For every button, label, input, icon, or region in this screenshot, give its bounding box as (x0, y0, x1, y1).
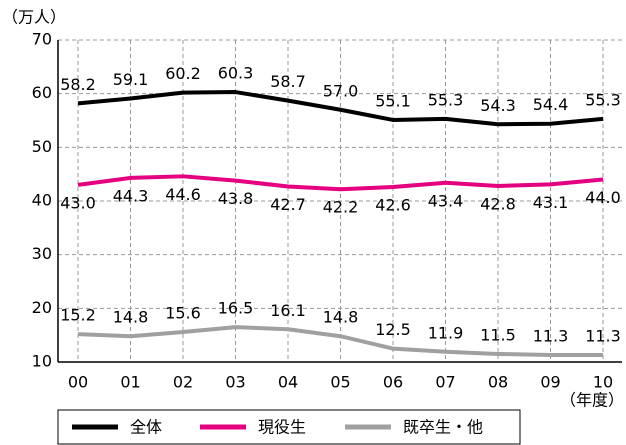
data-label: 14.8 (323, 308, 359, 327)
data-label: 11.5 (480, 325, 516, 344)
data-label: 43.8 (218, 189, 254, 208)
data-label: 42.7 (270, 195, 306, 214)
y-tick-label: 70 (32, 30, 52, 49)
y-tick-label: 30 (32, 244, 52, 263)
data-label: 55.1 (375, 91, 411, 110)
data-label: 16.5 (218, 299, 254, 318)
data-label: 44.6 (165, 185, 201, 204)
data-label: 60.2 (165, 64, 201, 83)
data-label: 57.0 (323, 81, 359, 100)
data-label: 11.3 (585, 327, 621, 346)
data-label: 12.5 (375, 320, 411, 339)
x-tick-label: 09 (540, 373, 560, 392)
data-label: 42.8 (480, 194, 516, 213)
y-tick-label: 20 (32, 298, 52, 317)
series-line (77, 174, 604, 192)
x-tick-label: 02 (173, 373, 193, 392)
series-line (77, 325, 603, 358)
x-tick-label: 07 (435, 373, 455, 392)
x-tick-label: 08 (488, 373, 508, 392)
data-label: 15.6 (165, 303, 201, 322)
data-label: 54.4 (533, 95, 569, 114)
data-label: 11.3 (533, 327, 569, 346)
data-label: 55.3 (428, 90, 464, 109)
data-label: 58.2 (60, 75, 96, 94)
data-label: 44.3 (113, 186, 149, 205)
y-tick-label: 50 (32, 137, 52, 156)
data-label: 15.2 (60, 306, 96, 325)
legend-label: 現役生 (258, 418, 306, 437)
x-tick-label: 01 (120, 373, 140, 392)
data-label: 60.3 (218, 64, 254, 83)
x-tick-label: 05 (330, 373, 350, 392)
data-label: 16.1 (270, 301, 306, 320)
x-tick-label: 03 (225, 373, 245, 392)
data-label: 44.0 (585, 188, 621, 207)
y-tick-label: 60 (32, 83, 52, 102)
y-tick-label: 40 (32, 191, 52, 210)
data-label: 59.1 (113, 70, 149, 89)
y-axis-label: （万人） (2, 8, 66, 27)
data-label: 43.1 (533, 193, 569, 212)
x-tick-label: 10 (593, 373, 613, 392)
x-axis-label: （年度） (560, 391, 624, 410)
x-tick-label: 04 (278, 373, 298, 392)
x-tick-label: 00 (68, 373, 88, 392)
data-label: 55.3 (585, 90, 621, 109)
data-label: 42.2 (323, 198, 359, 217)
data-label: 42.6 (375, 196, 411, 215)
legend-label: 全体 (130, 418, 162, 437)
data-label: 58.7 (270, 72, 306, 91)
legend-label: 既卒生・他 (403, 418, 483, 437)
legend-frame (57, 409, 521, 445)
y-tick-label: 10 (32, 352, 52, 371)
data-label: 43.4 (428, 191, 464, 210)
series-line (77, 90, 604, 127)
data-label: 43.0 (60, 193, 96, 212)
data-label: 54.3 (480, 96, 516, 115)
data-label: 14.8 (113, 308, 149, 327)
x-tick-label: 06 (383, 373, 403, 392)
data-label: 11.9 (428, 323, 464, 342)
